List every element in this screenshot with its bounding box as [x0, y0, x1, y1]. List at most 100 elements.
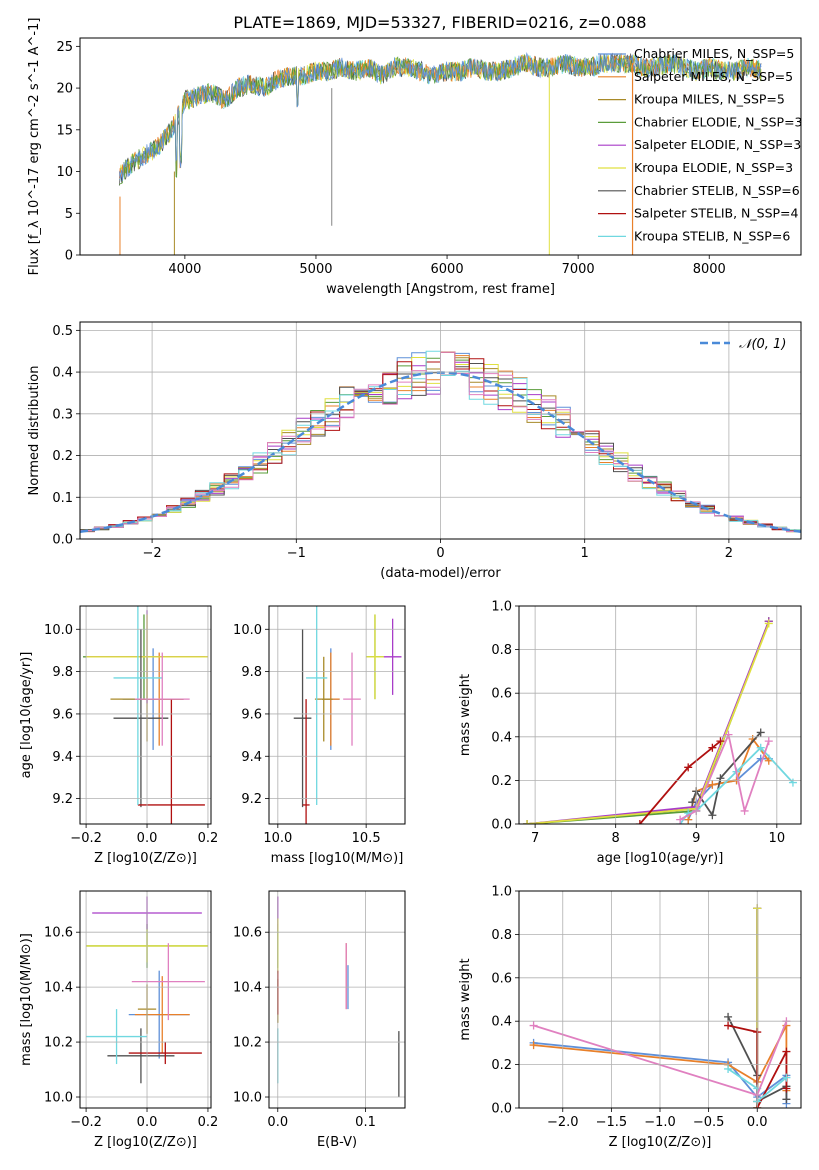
spec-xtick-label: 7000	[562, 262, 595, 277]
mass-weight-point	[782, 1073, 791, 1082]
mass-weight-point	[708, 780, 717, 789]
gaussian-legend-label: 𝒩(0, 1)	[739, 337, 786, 352]
mass_z-ytick-label: 10.2	[44, 1036, 73, 1051]
mw_z-xtick-label: 0.0	[747, 1115, 768, 1130]
mass-weight-point	[708, 811, 717, 820]
hist-xlabel: (data-model)/error	[380, 566, 501, 581]
mass-weight-point	[782, 1084, 791, 1093]
mass_z-ytick-label: 10.6	[44, 926, 73, 941]
mass-weight-point	[635, 820, 644, 824]
spec-ytick-label: 10	[56, 165, 73, 180]
mw_age-frame	[518, 605, 802, 825]
mw_z-ytick-label: 0.0	[491, 1102, 512, 1117]
hist-xtick-label: 2	[725, 546, 733, 561]
spec-ytick-label: 20	[56, 82, 73, 97]
mass_ebv-ytick-label: 10.4	[233, 981, 262, 996]
spec-ytick-label: 0	[65, 249, 73, 264]
age-vs-mass-panel: 10.0 10.5 9.2 9.4 9.6 9.8 10.0 mass [log10(M/M⊙…	[233, 605, 406, 866]
legend-label: Salpeter STELIB, N_SSP=4	[634, 206, 799, 221]
mass_z-xtick-label: 0.2	[198, 1115, 219, 1130]
age_z-ytick-label: 10.0	[44, 623, 73, 638]
mw_age-ytick-label: 0.8	[491, 643, 512, 658]
mass-weight-point	[756, 728, 765, 737]
mw_z-xtick-label: −2.0	[547, 1115, 579, 1130]
figure-title: PLATE=1869, MJD=53327, FIBERID=0216, z=0…	[233, 13, 646, 32]
mass-weight-point	[716, 737, 725, 746]
spectrum-legend: Chabrier MILES, N_SSP=5 Salpeter MILES, N…	[598, 46, 803, 243]
legend-label: Salpeter ELODIE, N_SSP=3	[634, 137, 801, 152]
residual-histogram-panel: −2 −1 0 1 2 0.0 0.1 0.2 0.3 0.4 0.5 (data-model)/er…	[27, 321, 802, 581]
mw_age-ytick-label: 0.2	[491, 774, 512, 789]
age_mass-xlabel: mass [log10(M/M⊙)]	[271, 851, 404, 866]
mass-weight-point	[676, 815, 685, 824]
mw_age-ytick-label: 0.4	[491, 730, 512, 745]
hist-ytick-label: 0.2	[52, 449, 73, 464]
mass-weight-series	[527, 620, 770, 824]
legend-label: Kroupa STELIB, N_SSP=6	[634, 228, 790, 243]
hist-ytick-label: 0.1	[52, 491, 73, 506]
mass_ebv-plot-area	[277, 896, 400, 1098]
mw_age-xtick-label: 9	[692, 831, 700, 846]
mw_age-xlabel: age [log10(age/yr)]	[597, 851, 724, 866]
mass-weight-point	[788, 778, 797, 787]
spec-ytick-label: 5	[65, 207, 73, 222]
mass-weight-point	[782, 1095, 791, 1104]
age_mass-ytick-label: 10.0	[233, 623, 262, 638]
age_z-ytick-label: 9.8	[52, 665, 73, 680]
mass-weight-point	[756, 743, 765, 752]
spec-ytick-label: 25	[56, 40, 73, 55]
mass_z-xtick-label: −0.2	[70, 1115, 102, 1130]
mass-weight-point	[716, 774, 725, 783]
mass-vs-ebv-panel: 0.0 0.1 10.0 10.2 10.4 10.6 E(B-V)	[233, 890, 406, 1150]
mass-weight-point	[529, 1041, 538, 1050]
mass-weight-series	[679, 746, 794, 824]
mass-weight-point	[782, 1047, 791, 1056]
spec-xtick-label: 4000	[168, 262, 201, 277]
mw_z-frame	[518, 890, 802, 1109]
mass-weight-point	[724, 1021, 733, 1030]
age_z-ytick-label: 9.2	[52, 792, 73, 807]
age_z-xtick-label: −0.2	[70, 831, 102, 846]
spec-xtick-label: 5000	[299, 262, 332, 277]
age_mass-ytick-label: 9.6	[241, 707, 262, 722]
mw_z-xtick-label: −1.0	[644, 1115, 676, 1130]
spec-xlabel: wavelength [Angstrom, rest frame]	[326, 282, 555, 297]
mass-weight-point	[523, 820, 532, 824]
mw_age-plot-area	[523, 617, 797, 824]
mass_z-ytick-label: 10.4	[44, 981, 73, 996]
mass-weight-vs-age-panel: 7 8 9 10 0.0 0.2 0.4 0.6 0.8 1.0 age [log10(age/yr…	[458, 600, 802, 866]
spec-plot-area	[118, 52, 762, 255]
mass-weight-series	[639, 740, 721, 824]
mw_z-xtick-label: −1.5	[596, 1115, 628, 1130]
spec-xtick-label: 8000	[693, 262, 726, 277]
spectrum-line	[118, 52, 762, 186]
mw_age-xtick-label: 7	[531, 831, 539, 846]
mass-vs-metallicity-panel: −0.2 0.0 0.2 10.0 10.2 10.4 10.6 Z [log10(Z/Z⊙)…	[19, 890, 219, 1150]
hist-ytick-label: 0.0	[52, 533, 73, 548]
spectrum-line	[118, 52, 762, 181]
mw_z-xtick-label: −0.5	[693, 1115, 725, 1130]
mass_ebv-xtick-label: 0.0	[267, 1115, 288, 1130]
hist-xtick-label: −2	[143, 546, 162, 561]
mw_age-xtick-label: 10	[769, 831, 786, 846]
spectrum-panel: 4000 5000 6000 7000 8000 0 5 10 15 20 25 wavelength…	[27, 18, 802, 297]
hist-xtick-label: −1	[287, 546, 306, 561]
hist-ytick-label: 0.4	[52, 366, 73, 381]
age_mass-plot-area	[293, 606, 402, 824]
age_mass-xtick-label: 10.5	[352, 831, 381, 846]
mass-weight-series	[727, 1024, 788, 1108]
legend-label: Chabrier STELIB, N_SSP=6	[634, 183, 800, 198]
mass-weight-series	[527, 623, 770, 824]
mw_z-ylabel: mass weight	[458, 958, 473, 1040]
mw_age-ytick-label: 0.6	[491, 687, 512, 702]
legend-label: Chabrier MILES, N_SSP=5	[634, 46, 794, 61]
mw_z-ytick-label: 0.2	[491, 1058, 512, 1073]
mass_z-ytick-label: 10.0	[44, 1091, 73, 1106]
mass-weight-series	[527, 620, 770, 824]
mw_z-xlabel: Z [log10(Z/Z⊙)]	[609, 1135, 712, 1150]
hist-xtick-label: 1	[581, 546, 589, 561]
mass-weight-point	[764, 756, 773, 765]
spec-ylabel: Flux [f_λ 10^-17 erg cm^-2 s^-1 A^-1]	[27, 18, 42, 276]
mass-weight-vs-metallicity-panel: −2.0 −1.5 −1.0 −0.5 0.0 0.0 0.2 0.4 0.6 0.8 1.0 Z […	[458, 885, 802, 1150]
